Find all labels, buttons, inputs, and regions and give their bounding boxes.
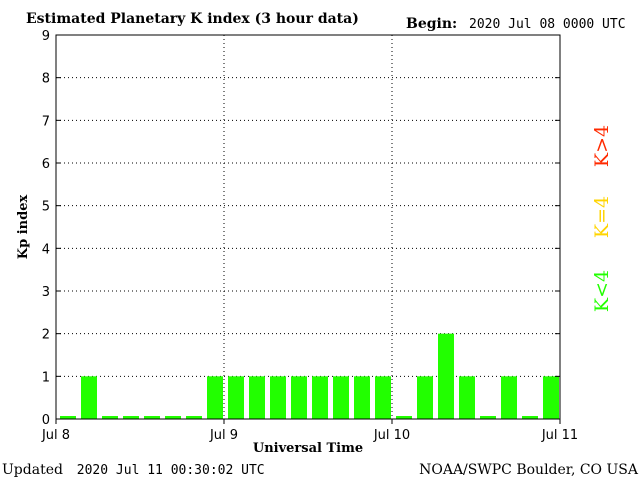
kp-bar (123, 416, 139, 419)
kp-bar (270, 376, 286, 419)
kp-bar (375, 376, 391, 419)
y-tick-labels: 0 1 2 3 4 5 6 7 8 9 (42, 29, 560, 428)
kp-bar (459, 376, 475, 419)
x-tick-labels: Jul 8 Jul 9 Jul 10 Jul 11 (41, 419, 578, 443)
kp-bar (396, 416, 412, 419)
y-tick-label: 3 (42, 285, 50, 300)
kp-bar (543, 376, 559, 419)
kp-bar (333, 376, 349, 419)
kp-bar (60, 416, 76, 419)
source-credit: NOAA/SWPC Boulder, CO USA (419, 462, 639, 478)
kp-bar (165, 416, 181, 419)
kp-bar (102, 416, 118, 419)
kp-bar (522, 416, 538, 419)
legend-item: K<4 (591, 270, 613, 312)
kp-bar (501, 376, 517, 419)
legend: K>4 K=4 K<4 (591, 125, 613, 312)
y-tick-label: 9 (42, 29, 50, 44)
grid-lines (56, 35, 560, 419)
x-axis-label: Universal Time (253, 441, 363, 456)
kp-bar (144, 416, 160, 419)
legend-item: K>4 (591, 125, 613, 167)
y-axis-label: Kp index (16, 195, 31, 260)
updated-value: 2020 Jul 11 00:30:02 UTC (77, 463, 265, 478)
x-tick-label: Jul 8 (41, 428, 70, 443)
y-tick-label: 2 (42, 328, 50, 343)
y-tick-label: 5 (42, 200, 50, 215)
y-tick-label: 7 (42, 114, 50, 129)
kp-bar (417, 376, 433, 419)
kp-bar (249, 376, 265, 419)
updated-line: Updated 2020 Jul 11 00:30:02 UTC (2, 462, 265, 478)
begin-value: 2020 Jul 08 0000 UTC (469, 17, 626, 32)
kp-bar (186, 416, 202, 419)
kp-bar (291, 376, 307, 419)
y-tick-label: 4 (42, 242, 50, 257)
x-tick-label: Jul 10 (373, 428, 410, 443)
y-tick-label: 1 (42, 370, 50, 385)
legend-item: K=4 (591, 196, 613, 238)
begin-label: Begin: (406, 16, 457, 32)
kp-bar (228, 376, 244, 419)
y-tick-label: 8 (42, 72, 50, 87)
kp-bar (354, 376, 370, 419)
kp-bar (312, 376, 328, 419)
x-tick-label: Jul 11 (541, 428, 578, 443)
chart-title: Estimated Planetary K index (3 hour data… (26, 11, 359, 27)
y-tick-label: 6 (42, 157, 50, 172)
kp-bar (438, 333, 454, 419)
kp-bar (207, 376, 223, 419)
kp-bar (81, 376, 97, 419)
bars (60, 333, 559, 419)
plot-frame (55, 34, 561, 420)
y-tick-label: 0 (42, 413, 50, 428)
updated-label: Updated (2, 462, 63, 478)
kp-bar (480, 416, 496, 419)
x-tick-label: Jul 9 (209, 428, 238, 443)
